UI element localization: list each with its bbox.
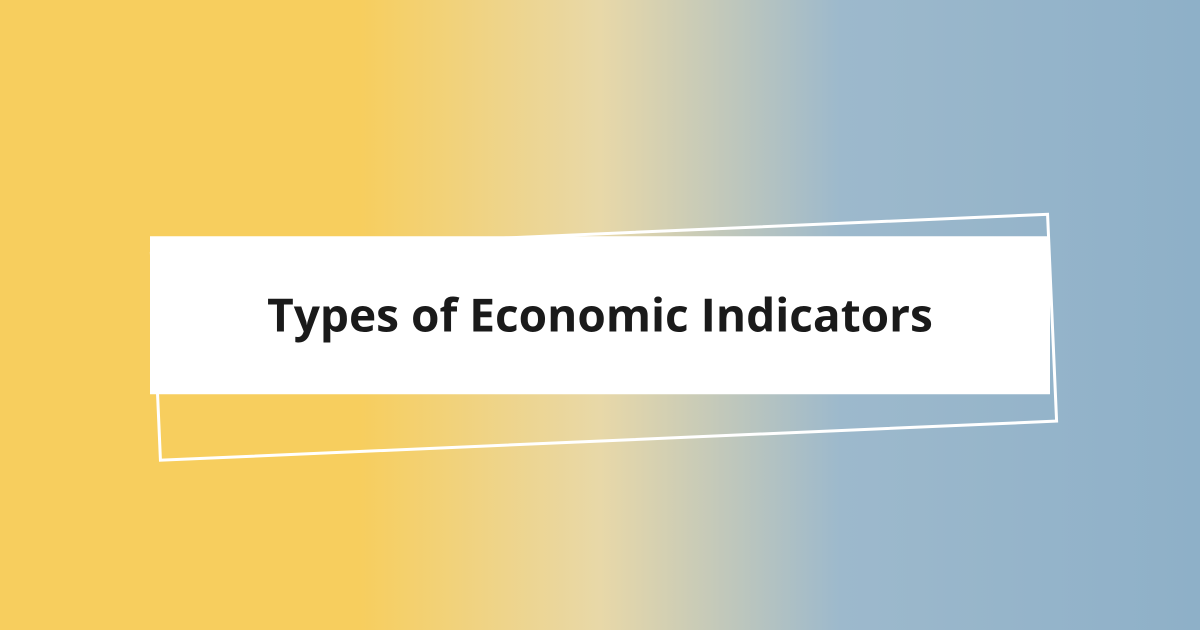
page-title: Types of Economic Indicators (210, 286, 990, 344)
title-box: Types of Economic Indicators (150, 236, 1050, 394)
title-container: Types of Economic Indicators (150, 236, 1050, 394)
